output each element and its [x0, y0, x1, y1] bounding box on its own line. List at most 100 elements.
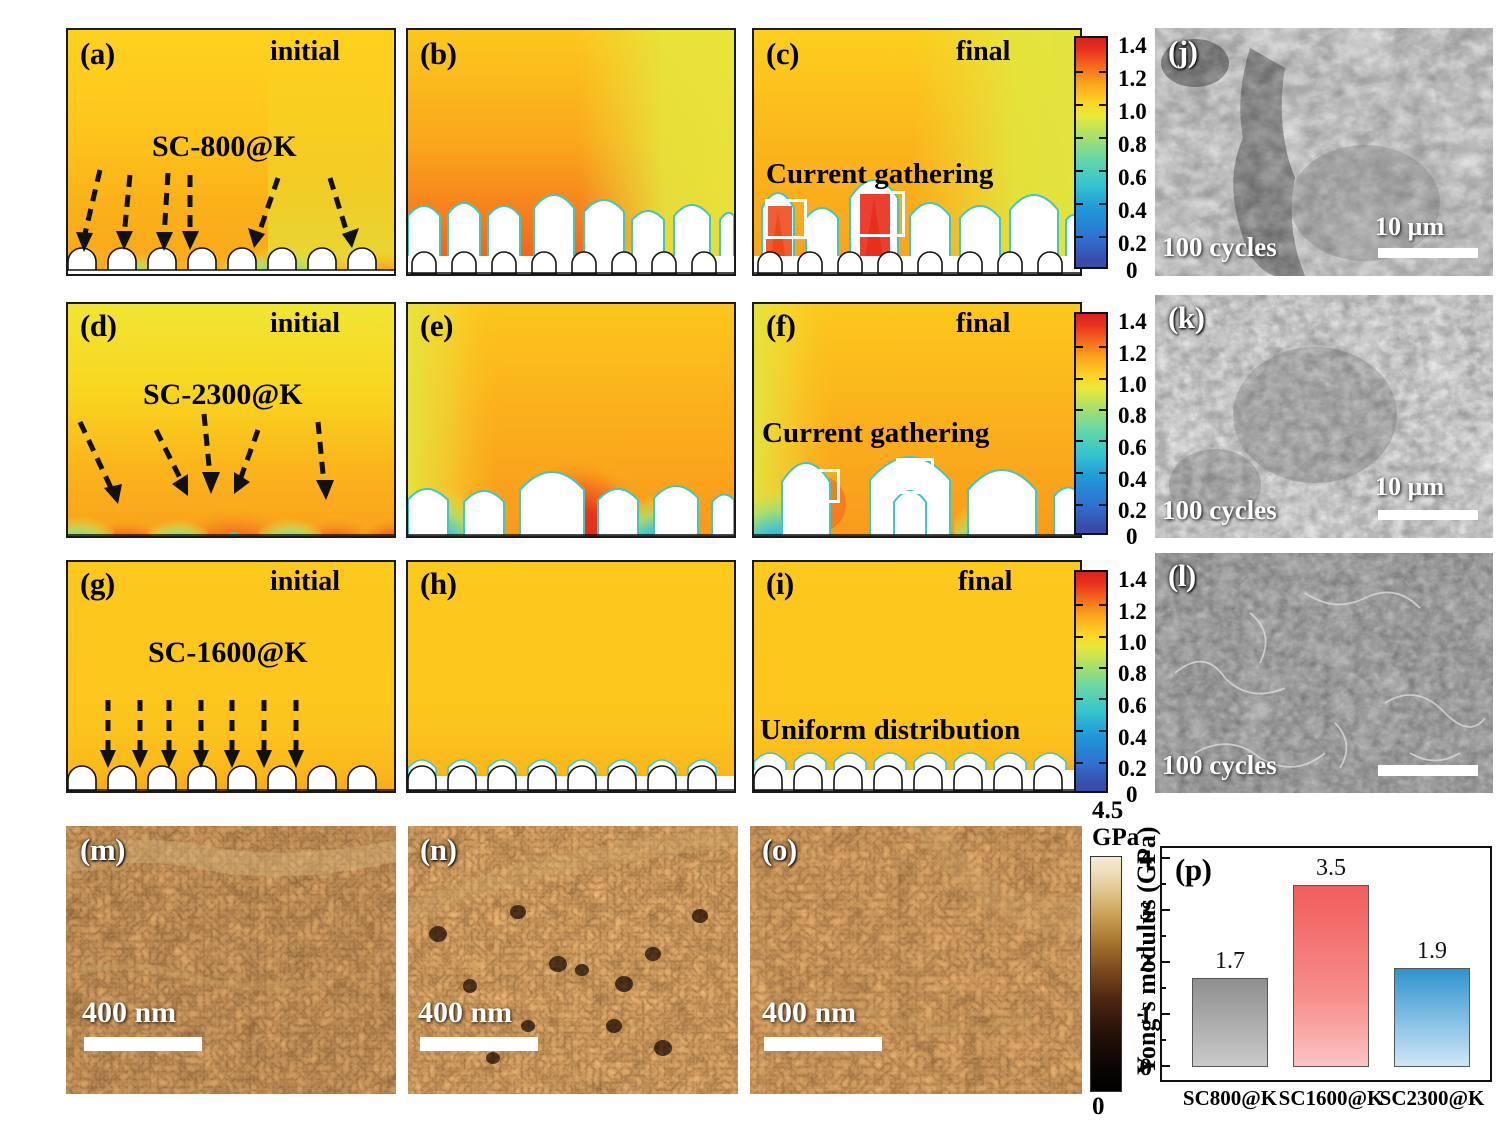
sim-field-g [68, 562, 394, 791]
colorbar-row3-label-4: 0.6 [1118, 693, 1147, 718]
panel-tag-f: (f) [766, 308, 796, 343]
bar-chart-ytick-4: 4 [1139, 846, 1153, 873]
bar-chart-minor-tick-2 [1160, 935, 1166, 937]
colorbar-row2-label-7: 0 [1126, 524, 1138, 549]
colorbar-row3 [1074, 570, 1108, 793]
panel-corner-i: final [958, 566, 1013, 597]
sim-field-i [754, 562, 1080, 791]
panel-tag-i: (i) [766, 566, 794, 601]
afm-panel-o [750, 826, 1082, 1094]
bar-chart-axis-tick-0 [1160, 1065, 1170, 1067]
current-arrows-g [105, 700, 299, 752]
afm-image-o [750, 826, 1082, 1094]
sim-panel-b [406, 28, 736, 276]
colorbar-row2 [1074, 312, 1108, 535]
colorbar-row3-label-5: 0.4 [1118, 725, 1147, 750]
panel-tag-a: (a) [80, 36, 115, 71]
bar-sc2300 [1394, 968, 1470, 1067]
highlight-box-f-2 [896, 458, 934, 494]
colorbar-row3-label-2: 1.0 [1118, 630, 1147, 655]
colorbar-row1-label-0: 1.4 [1118, 33, 1147, 58]
current-arrowheads-d [104, 472, 334, 504]
panel-tag-p: (p) [1175, 852, 1212, 887]
bar-chart-minor-tick-1 [1160, 883, 1166, 885]
sim-panel-h [406, 560, 736, 793]
afm-colorbar-top-value: 4.5 [1092, 797, 1124, 824]
highlight-box-c-2 [857, 191, 905, 237]
annotation-uniform-distribution-i: Uniform distribution [760, 714, 1021, 746]
panel-tag-c: (c) [766, 36, 799, 71]
bar-chart-minor-tick-3 [1160, 987, 1166, 989]
colorbar-row2-label-5: 0.4 [1118, 467, 1147, 492]
sem-scale-bar-j [1378, 248, 1478, 258]
sim-panel-c [752, 28, 1082, 276]
sim-field-f [754, 304, 1080, 536]
panel-corner-c: final [956, 36, 1011, 67]
panel-tag-n: (n) [420, 832, 457, 867]
bar-sc1600 [1293, 885, 1369, 1067]
colorbar-row2-label-2: 1.0 [1118, 372, 1147, 397]
colorbar-row2-label-4: 0.6 [1118, 435, 1147, 460]
bar-chart-ytick-1: 1 [1139, 1002, 1153, 1029]
sim-panel-d [66, 302, 396, 538]
sem-cycles-k: 100 cycles [1162, 495, 1277, 525]
colorbar-row3-label-7: 0 [1126, 782, 1138, 807]
afm-image-n [408, 826, 738, 1094]
colorbar-row1-label-3: 0.8 [1118, 132, 1147, 157]
sem-scale-text-j: 10 µm [1375, 212, 1445, 241]
panel-corner-a: initial [270, 36, 341, 67]
sim-field-a [68, 30, 394, 274]
bar-sc800 [1192, 978, 1268, 1067]
bar-chart-ytick-3: 3 [1139, 898, 1153, 925]
afm-colorbar [1090, 856, 1122, 1092]
colorbar-row3-label-3: 0.8 [1118, 661, 1147, 686]
sim-panel-e [406, 302, 736, 538]
colorbar-row2-label-1: 1.2 [1118, 341, 1147, 366]
current-arrowheads-g [100, 750, 304, 768]
sim-field-h [408, 562, 734, 791]
panel-tag-d: (d) [80, 308, 117, 343]
bar-chart-axis-tick-3 [1160, 909, 1170, 911]
panel-tag-g: (g) [80, 566, 115, 601]
current-arrows-d [77, 413, 327, 492]
sim-field-b [408, 30, 734, 274]
sim-field-e [408, 304, 734, 536]
afm-colorbar-top-unit: GPa [1092, 824, 1140, 851]
colorbar-row3-label-0: 1.4 [1118, 567, 1147, 592]
colorbar-row1-label-7: 0 [1126, 258, 1138, 283]
colorbar-row2-label-0: 1.4 [1118, 309, 1147, 334]
afm-panel-n [408, 826, 738, 1094]
panel-tag-b: (b) [420, 36, 457, 71]
afm-scale-text-o: 400 nm [762, 996, 857, 1029]
annotation-current-gathering-c: Current gathering [766, 158, 994, 190]
sem-scale-bar-l [1378, 765, 1478, 776]
afm-colorbar-bottom-value: 0 [1092, 1093, 1105, 1120]
bar-value-sc2300: 1.9 [1417, 938, 1447, 964]
sim-panel-a [66, 28, 396, 276]
sem-cycles-l: 100 cycles [1162, 750, 1277, 780]
sem-scale-bar-k [1378, 510, 1478, 520]
afm-scale-bar-m [84, 1037, 202, 1051]
colorbar-row1-label-1: 1.2 [1118, 66, 1147, 91]
colorbar-row1 [1074, 36, 1108, 269]
bar-chart-ytick-2: 2 [1139, 950, 1153, 977]
bar-chart-minor-tick-4 [1160, 1039, 1166, 1041]
current-arrowheads-a [76, 228, 359, 252]
panel-tag-k: (k) [1168, 300, 1205, 335]
highlight-box-c-1 [765, 199, 807, 239]
current-arrows-a [81, 169, 351, 239]
panel-corner-f: final [956, 308, 1011, 339]
afm-scale-bar-o [764, 1037, 882, 1051]
panel-tag-l: (l) [1168, 558, 1196, 593]
bar-chart-axis-tick-2 [1160, 961, 1170, 963]
sem-panel-j [1155, 28, 1493, 276]
bar-xlabel-sc1600: SC1600@K [1278, 1086, 1384, 1110]
sim-field-c [754, 30, 1080, 274]
sem-panel-k [1155, 295, 1493, 538]
panel-tag-o: (o) [762, 832, 797, 867]
colorbar-row1-label-4: 0.6 [1118, 165, 1147, 190]
sim-panel-i [752, 560, 1082, 793]
panel-corner-g: initial [270, 566, 341, 597]
material-label-d: SC-2300@K [143, 378, 303, 411]
sim-panel-g [66, 560, 396, 793]
